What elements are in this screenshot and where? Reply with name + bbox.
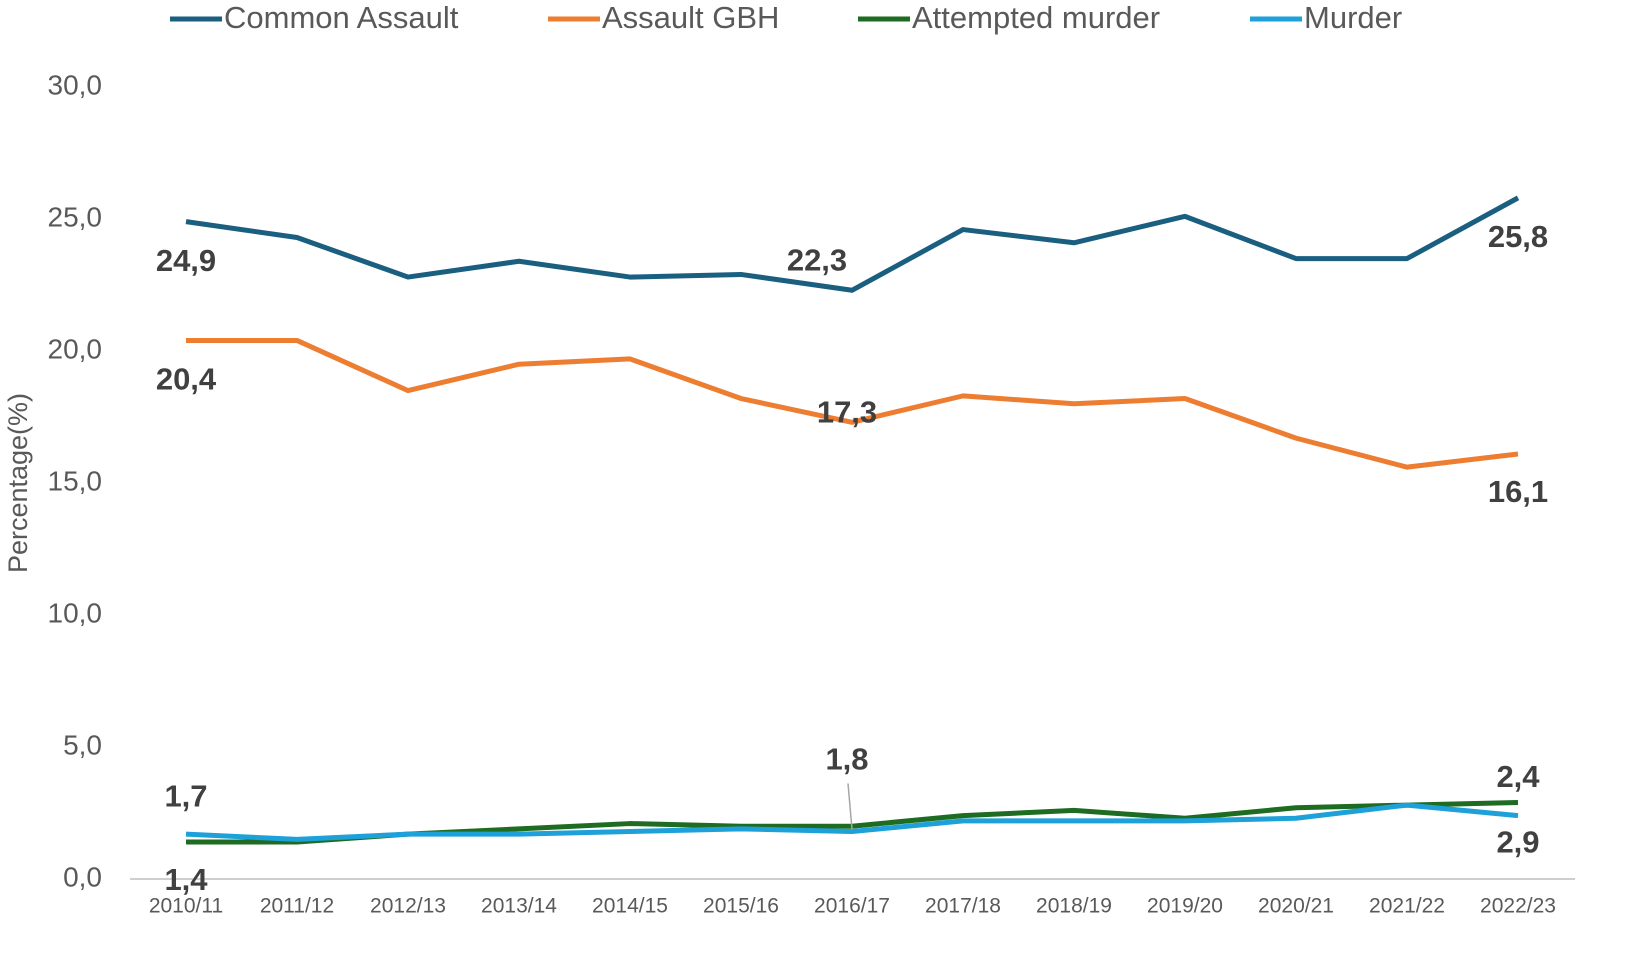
x-tick-label: 2015/16 bbox=[703, 895, 779, 918]
x-tick-label: 2016/17 bbox=[814, 895, 890, 918]
y-tick-label: 10,0 bbox=[48, 597, 103, 628]
x-tick-label: 2012/13 bbox=[370, 895, 446, 918]
y-tick-label: 5,0 bbox=[63, 729, 102, 760]
data-label: 22,3 bbox=[787, 242, 847, 277]
y-axis-label: Percentage(%) bbox=[3, 393, 33, 573]
leader-line bbox=[847, 783, 853, 830]
data-label: 1,7 bbox=[164, 778, 207, 813]
series-line bbox=[185, 802, 1519, 842]
x-tick-label: 2020/21 bbox=[1258, 895, 1334, 918]
x-tick-label: 2021/22 bbox=[1369, 895, 1445, 918]
series-line bbox=[186, 337, 1519, 470]
data-label: 2,4 bbox=[1496, 759, 1540, 794]
x-tick-label: 2011/12 bbox=[260, 895, 334, 918]
data-label: 16,1 bbox=[1488, 474, 1548, 509]
data-label: 1,4 bbox=[164, 862, 208, 897]
y-tick-label: 25,0 bbox=[48, 201, 103, 232]
series-line bbox=[185, 195, 1520, 293]
x-tick-label: 2014/15 bbox=[592, 895, 668, 918]
data-label: 24,9 bbox=[156, 243, 216, 278]
data-label: 17,3 bbox=[817, 394, 877, 429]
y-tick-label: 20,0 bbox=[48, 333, 103, 364]
x-tick-label: 2019/20 bbox=[1147, 895, 1223, 918]
x-tick-label: 2013/14 bbox=[481, 895, 557, 918]
x-tick-label: 2018/19 bbox=[1036, 895, 1112, 918]
legend-label: Common Assault bbox=[224, 0, 459, 35]
y-tick-label: 15,0 bbox=[48, 465, 103, 496]
data-label: 25,8 bbox=[1488, 219, 1548, 254]
x-tick-label: 2022/23 bbox=[1480, 895, 1556, 918]
x-tick-label: 2010/11 bbox=[149, 895, 223, 918]
y-tick-label: 30,0 bbox=[48, 69, 103, 100]
data-label: 20,4 bbox=[156, 362, 217, 397]
data-label: 1,8 bbox=[825, 742, 868, 777]
data-label: 2,9 bbox=[1496, 825, 1539, 860]
legend-label: Attempted murder bbox=[912, 0, 1160, 35]
legend-label: Assault GBH bbox=[602, 0, 779, 35]
x-tick-label: 2017/18 bbox=[925, 895, 1001, 918]
legend-label: Murder bbox=[1304, 0, 1402, 35]
y-tick-label: 0,0 bbox=[63, 861, 102, 892]
